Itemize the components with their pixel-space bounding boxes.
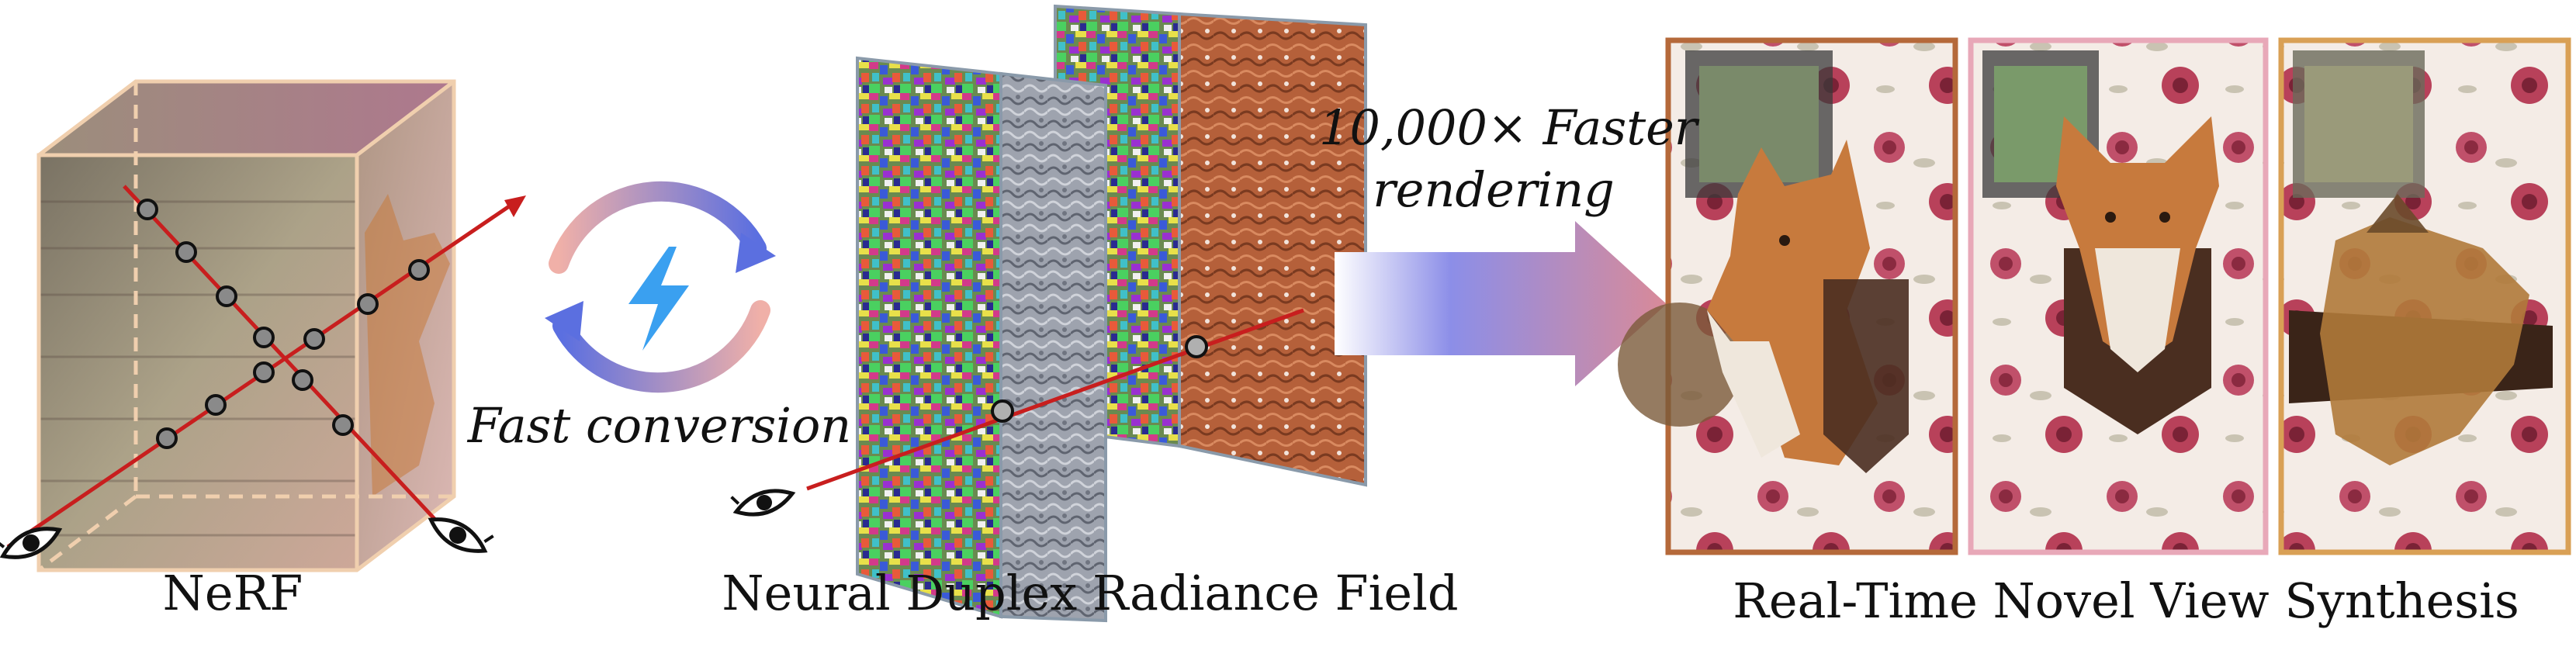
- view-frame-1: [1618, 37, 1958, 555]
- view-frame-3: [2278, 37, 2571, 555]
- eye-icon: [0, 527, 63, 559]
- sample-points: [137, 199, 430, 449]
- nerf-cube: [0, 79, 526, 572]
- fox-ear: [2367, 194, 2429, 233]
- sample-point: [253, 327, 275, 348]
- duplex-ray: [806, 308, 1304, 491]
- mount-plaque: [1823, 279, 1909, 473]
- fox-muzzle: [2095, 248, 2180, 372]
- intersection-point: [991, 399, 1014, 423]
- speedup-arrow: [1335, 221, 1667, 386]
- sample-point: [408, 259, 430, 281]
- fox-muzzle: [1707, 310, 1800, 458]
- eye-icon: [428, 517, 494, 553]
- cube-top-face: [39, 81, 454, 155]
- fox-head: [2056, 116, 2219, 365]
- lightning-icon: [628, 247, 689, 351]
- duplex-label: Neural Duplex Radiance Field: [722, 565, 1459, 621]
- sample-point: [253, 361, 275, 383]
- speedup-label-line2: rendering: [1373, 161, 1615, 218]
- view-frame-2: [1968, 37, 2269, 555]
- sample-point: [137, 199, 158, 220]
- view-frames: [1618, 37, 2571, 555]
- sample-point: [303, 328, 325, 350]
- synthesis-label: Real-Time Novel View Synthesis: [1733, 572, 2519, 629]
- sample-point: [156, 427, 178, 449]
- sample-point: [175, 241, 197, 263]
- cycle-arrows-icon: [545, 181, 776, 393]
- front-plane: [856, 56, 1107, 623]
- sample-point: [292, 369, 313, 391]
- sample-point: [216, 285, 237, 307]
- nerf-label: NeRF: [162, 565, 303, 621]
- cube-front-face: [39, 155, 357, 570]
- ray-arrowhead: [504, 195, 526, 217]
- fox-head: [2320, 217, 2529, 465]
- eye-icon: [730, 489, 796, 517]
- speedup-label-line1: 10,000× Faster: [1319, 99, 1698, 156]
- ray-2: [123, 185, 448, 533]
- cube-strata: [39, 200, 357, 537]
- intersection-point: [1185, 335, 1208, 358]
- sample-point: [357, 293, 379, 315]
- conversion-label: Fast conversion: [467, 397, 852, 454]
- sample-point: [332, 414, 354, 436]
- cube-frame: [36, 79, 456, 572]
- duplex-planes: [730, 4, 1367, 623]
- sample-point: [205, 394, 227, 416]
